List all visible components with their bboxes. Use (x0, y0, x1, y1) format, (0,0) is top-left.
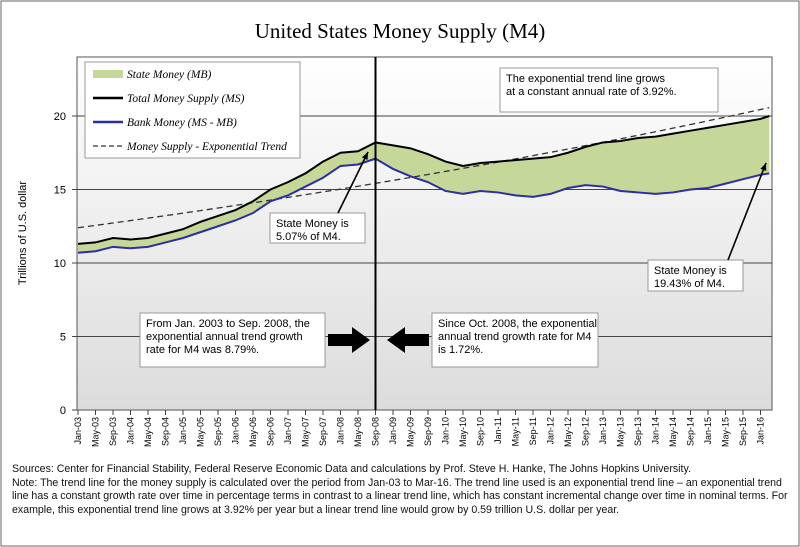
x-tick-label: Sep-13 (633, 417, 643, 446)
y-tick-label: 15 (54, 185, 66, 197)
x-tick-label: May-09 (406, 417, 416, 447)
legend-label: State Money (MB) (127, 69, 211, 81)
state-2008-arrow (337, 151, 369, 214)
x-tick-label: Jan-14 (651, 417, 661, 445)
x-tick-label: Sep-14 (686, 417, 696, 446)
x-tick-label: Sep-05 (213, 417, 223, 446)
x-tick-label: May-11 (511, 417, 521, 446)
x-tick-label: Jan-12 (546, 417, 556, 445)
x-tick-label: Jan-11 (493, 417, 503, 444)
x-tick-label: Sep-15 (738, 417, 748, 446)
state-2008-annotation-text: State Money is (276, 218, 349, 230)
left-arrow-icon (387, 327, 429, 353)
y-axis-label: Trillions of U.S. dollar (17, 181, 29, 285)
x-tick-label: May-07 (301, 417, 311, 447)
after-annotation-box (431, 312, 599, 368)
legend: State Money (MB) Total Money Supply (MS) B… (84, 61, 301, 159)
state-2008-annotation-text: 5.07% of M4. (276, 231, 341, 243)
x-tick-label: Jan-08 (336, 417, 346, 445)
x-tick-label: Sep-11 (528, 417, 538, 445)
x-tick-label: Jan-07 (283, 417, 293, 445)
state-2016-annotation-text: State Money is (654, 265, 727, 277)
after-annotation-text: annual trend growth rate for M4 (438, 331, 591, 343)
trend-rate-annotation-text: The exponential trend line grows (506, 73, 665, 85)
right-arrow-icon (328, 327, 370, 353)
x-tick-label: Sep-03 (108, 417, 118, 446)
x-tick-label: Jan-03 (73, 417, 83, 445)
after-annotation-text: Since Oct. 2008, the exponential (438, 318, 597, 330)
x-tick-label: May-14 (668, 417, 678, 447)
x-tick-label: May-04 (143, 417, 153, 447)
state-2008-arrow-head (361, 152, 368, 160)
x-tick-label: May-10 (458, 417, 468, 447)
legend-label: Total Money Supply (MS) (127, 93, 245, 105)
note-text: Note: The trend line for the money suppl… (12, 476, 788, 516)
x-tick-label: May-08 (353, 417, 363, 447)
before-annotation-text: exponential annual trend growth (146, 331, 303, 343)
trend-line (77, 106, 770, 229)
x-tick-label: May-06 (248, 417, 258, 447)
before-annotation-text: From Jan. 2003 to Sep. 2008, the (146, 318, 310, 330)
trend-rate-annotation-box (499, 67, 719, 113)
x-tick-label: Jan-15 (703, 417, 713, 445)
x-tick-label: Sep-08 (371, 417, 381, 446)
y-tick-label: 0 (60, 405, 66, 417)
after-annotation-text: is 1.72%. (438, 344, 483, 356)
trend-rate-annotation-text: at a constant annual rate of 3.92%. (506, 86, 677, 98)
state-2016-arrow-head (760, 163, 767, 171)
y-tick-label: 10 (54, 258, 66, 270)
state-2016-annotation-text: 19.43% of M4. (654, 278, 725, 290)
x-tick-label: Jan-10 (441, 417, 451, 445)
before-annotation-text: rate for M4 was 8.79%. (146, 344, 259, 356)
notes: Sources: Center for Financial Stability,… (12, 463, 792, 517)
state-2016-annotation-box (647, 259, 744, 292)
x-tick-label: Jan-06 (231, 417, 241, 445)
x-tick-label: May-15 (721, 417, 731, 447)
x-tick-label: Sep-06 (266, 417, 276, 446)
bank-money-line (77, 157, 770, 254)
chart-title: United States Money Supply (M4) (255, 19, 545, 43)
x-tick-label: May-05 (196, 417, 206, 447)
x-tick-label: Jan-05 (178, 417, 188, 445)
x-tick-label: Jan-16 (756, 417, 766, 445)
x-tick-label: May-12 (563, 417, 573, 447)
x-tick-label: Sep-09 (423, 417, 433, 446)
y-tick-label: 20 (54, 111, 66, 123)
sources-text: Sources: Center for Financial Stability,… (12, 463, 691, 475)
x-tick-label: May-13 (616, 417, 626, 447)
state-2016-arrow (727, 162, 767, 261)
state-money-area (78, 116, 770, 253)
before-annotation-box (139, 312, 326, 368)
y-tick-label: 5 (60, 332, 66, 344)
x-tick-label: Jan-13 (598, 417, 608, 445)
x-tick-label: May-03 (91, 417, 101, 447)
state-2008-annotation-box (269, 212, 366, 244)
x-tick-label: Sep-04 (161, 417, 171, 446)
legend-swatch-state-money (93, 70, 123, 78)
x-tick-label: Sep-12 (581, 417, 591, 446)
x-tick-label: Sep-07 (318, 417, 328, 446)
x-tick-label: Jan-04 (126, 417, 136, 445)
legend-label: Bank Money (MS - MB) (127, 117, 237, 129)
total-money-line (77, 115, 770, 245)
x-tick-label: Jan-09 (388, 417, 398, 445)
legend-label: Money Supply - Exponential Trend (126, 141, 287, 153)
x-tick-label: Sep-10 (476, 417, 486, 446)
